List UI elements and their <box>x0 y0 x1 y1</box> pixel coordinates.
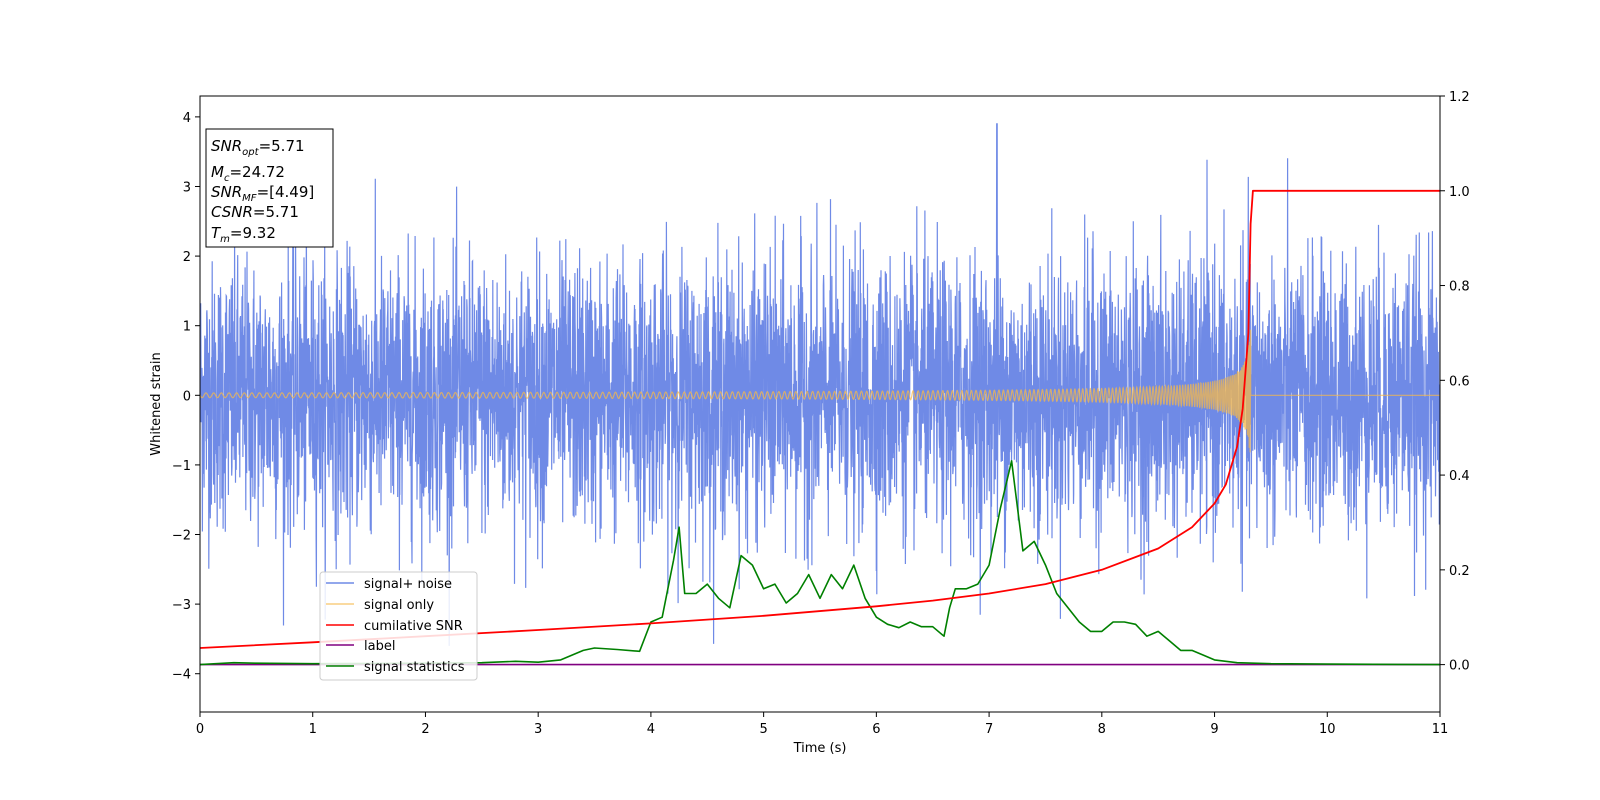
x-tick-label: 0 <box>196 722 204 737</box>
x-tick-label: 2 <box>421 722 429 737</box>
y-axis-label: Whitened strain <box>149 352 164 455</box>
right-y-tick-label: 0.4 <box>1449 469 1470 484</box>
y-tick-label: −2 <box>172 529 191 544</box>
right-y-tick-label: 1.2 <box>1449 90 1470 105</box>
x-tick-label: 9 <box>1210 722 1218 737</box>
legend-label-signal-noise: signal+ noise <box>364 577 452 592</box>
snr-annotation-box: SNRopt=5.71 Mc=24.72 SNRMF=[4.49] CSNR=5… <box>205 128 334 248</box>
left-y-axis-ticks: −4 −3 −2 −1 0 1 2 3 4 <box>172 111 200 683</box>
x-tick-label: 4 <box>647 722 655 737</box>
right-y-axis-ticks: 0.0 0.2 0.4 0.6 0.8 1.0 1.2 <box>1440 90 1470 674</box>
x-tick-label: 6 <box>872 722 880 737</box>
y-tick-label: 3 <box>183 180 191 195</box>
legend: signal+ noise signal only cumilative SNR… <box>319 571 478 681</box>
x-tick-label: 7 <box>985 722 993 737</box>
annotation-csnr: CSNR=5.71 <box>211 203 299 221</box>
y-tick-label: 1 <box>183 320 191 335</box>
y-tick-label: −3 <box>172 598 191 613</box>
x-tick-label: 8 <box>1098 722 1106 737</box>
axes-frame <box>199 95 1441 713</box>
y-tick-label: 2 <box>183 250 191 265</box>
y-tick-label: −4 <box>172 668 191 683</box>
x-tick-label: 1 <box>309 722 317 737</box>
y-tick-label: 0 <box>183 389 191 404</box>
series-signal-only <box>200 329 1440 453</box>
x-tick-label: 11 <box>1432 722 1449 737</box>
x-axis-label: Time (s) <box>793 741 847 756</box>
x-tick-label: 10 <box>1319 722 1336 737</box>
x-axis-ticks: 0 1 2 3 4 5 6 7 8 9 10 11 <box>196 712 1448 737</box>
legend-label-cumulative-snr: cumilative SNR <box>364 619 463 634</box>
annotation-snr-mf: SNRMF=[4.49] <box>211 183 314 204</box>
legend-label-label: label <box>364 639 395 654</box>
annotation-mc: Mc=24.72 <box>211 163 285 184</box>
x-tick-label: 3 <box>534 722 542 737</box>
right-y-tick-label: 0.2 <box>1449 564 1470 579</box>
right-y-tick-label: 0.6 <box>1449 374 1470 389</box>
series-cumulative-snr <box>200 189 1440 649</box>
right-y-tick-label: 0.0 <box>1449 659 1470 674</box>
annotation-tm: Tm=9.32 <box>211 224 276 245</box>
right-y-tick-label: 1.0 <box>1449 185 1470 200</box>
x-tick-label: 5 <box>759 722 767 737</box>
y-tick-label: 4 <box>183 111 191 126</box>
y-tick-label: −1 <box>172 459 191 474</box>
series-signal-statistics <box>200 460 1440 666</box>
legend-label-signal-only: signal only <box>364 598 434 613</box>
legend-label-signal-statistics: signal statistics <box>364 660 465 675</box>
annotation-snr-opt: SNRopt=5.71 <box>211 137 305 158</box>
right-y-tick-label: 0.8 <box>1449 280 1470 295</box>
